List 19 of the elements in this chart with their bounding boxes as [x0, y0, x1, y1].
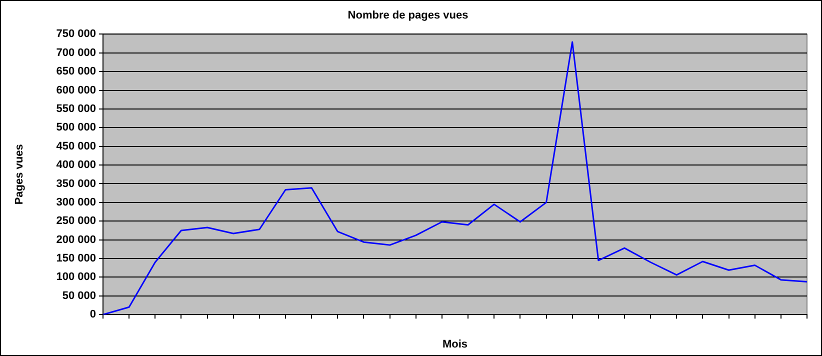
y-tick-label: 0 [90, 308, 96, 321]
y-tick-label: 750 000 [56, 28, 96, 40]
y-axis-title: Pages vues [14, 144, 26, 205]
y-tick-label: 600 000 [56, 84, 96, 96]
y-tick-label: 450 000 [56, 140, 96, 152]
y-tick-label: 50 000 [62, 290, 96, 302]
y-tick-label: 200 000 [56, 234, 96, 246]
chart-title: Nombre de pages vues [348, 10, 468, 22]
y-tick-label: 700 000 [56, 46, 96, 59]
y-tick-label: 400 000 [56, 159, 96, 172]
y-tick-label: 300 000 [56, 196, 96, 208]
y-tick-label: 500 000 [56, 122, 96, 134]
y-tick-label: 550 000 [56, 103, 96, 116]
x-axis-title: Mois [442, 338, 468, 350]
y-tick-label: 250 000 [56, 215, 96, 228]
y-tick-label: 650 000 [56, 66, 96, 78]
y-tick-label: 150 000 [56, 252, 96, 265]
y-tick-label: 100 000 [56, 271, 96, 284]
y-tick-label: 350 000 [56, 178, 96, 190]
